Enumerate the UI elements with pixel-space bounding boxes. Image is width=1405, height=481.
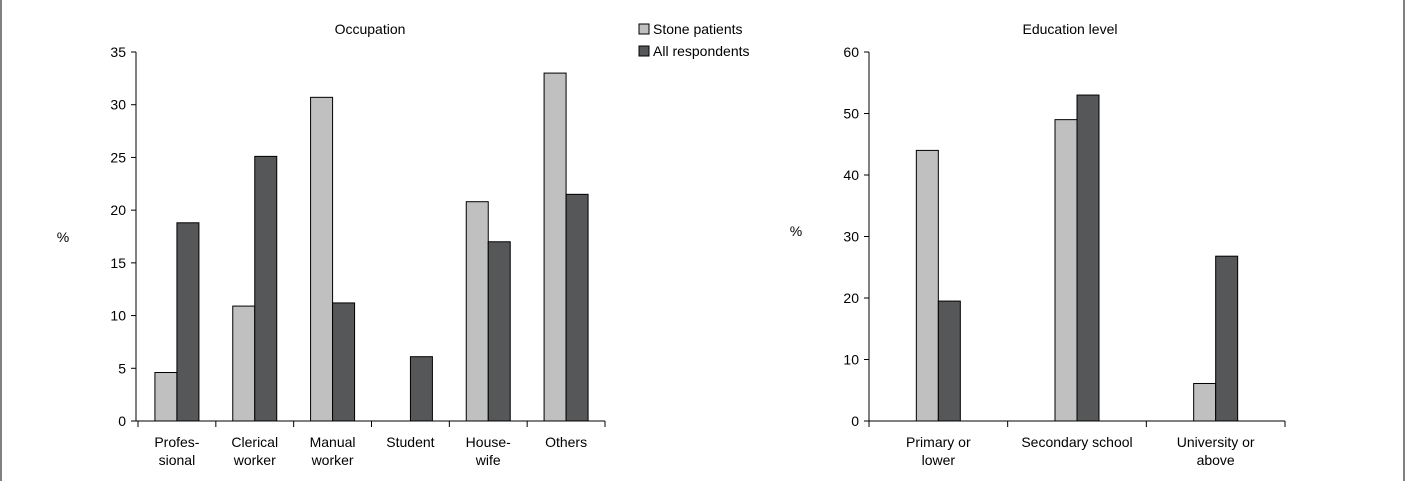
occupation-bar-all-respondents-manual-worker <box>332 302 356 422</box>
occupation-y-tick-label: 0 <box>118 413 126 429</box>
occupation-category-label-manual-worker-line-2: worker <box>311 452 354 468</box>
education-bar-stone-patients-secondary-school <box>1054 119 1078 422</box>
occupation-bar-all-respondents-student <box>409 356 433 422</box>
occupation-bar-stone-patients-clerical-worker <box>232 305 256 422</box>
education-category-label-primary-or-lower-line-2: lower <box>922 452 956 468</box>
education-y-tick-label: 0 <box>851 413 859 429</box>
occupation-bar-stone-patients-house-wife <box>465 201 489 422</box>
occupation-category-label-manual-worker-line-1: Manual <box>310 434 356 450</box>
education-bar-stone-patients-primary-or-lower <box>915 149 939 422</box>
occupation-chart: Occupation % 0 5 10 15 20 25 30 35 Profes-sional… <box>57 21 606 468</box>
occupation-bar-all-respondents-house-wife <box>487 241 511 422</box>
education-y-tick-label: 60 <box>843 44 859 60</box>
education-bar-stone-patients-university-or-above <box>1193 382 1217 422</box>
legend-label-stone-patients: Stone patients <box>653 21 743 37</box>
occupation-y-tick-label: 5 <box>118 360 126 376</box>
education-chart: Education level % 0 10 20 30 40 50 60 Primary o… <box>790 21 1286 468</box>
occupation-y-tick-label: 30 <box>110 97 126 113</box>
occupation-category-label-student: Student <box>386 434 434 450</box>
occupation-y-tick-label: 10 <box>110 308 126 324</box>
education-y-tick-label: 40 <box>843 167 859 183</box>
occupation-bar-stone-patients-manual-worker <box>310 96 334 422</box>
legend: Stone patients All respondents <box>638 21 750 59</box>
education-y-tick-label: 50 <box>843 106 859 122</box>
occupation-bar-stone-patients-others <box>543 72 567 422</box>
occupation-y-tick-label: 25 <box>110 149 126 165</box>
education-bar-all-respondents-primary-or-lower <box>937 300 961 422</box>
occupation-chart-title: Occupation <box>335 21 406 37</box>
occupation-y-tick-label: 35 <box>110 44 126 60</box>
occupation-category-label-others: Others <box>545 434 587 450</box>
occupation-category-label-profes-sional-line-2: sional <box>159 452 196 468</box>
education-category-label-university-or-above-line-1: University or <box>1177 434 1255 450</box>
education-y-tick-label: 30 <box>843 229 859 245</box>
education-chart-title: Education level <box>1023 21 1118 37</box>
education-y-tick-label: 20 <box>843 290 859 306</box>
occupation-y-tick-label: 20 <box>110 202 126 218</box>
legend-swatch-all-respondents <box>638 45 650 57</box>
education-category-label-university-or-above-line-2: above <box>1197 452 1235 468</box>
occupation-bar-stone-patients-profes-sional <box>154 372 178 422</box>
legend-swatch-stone-patients <box>638 23 650 35</box>
occupation-category-label-house-wife-line-2: wife <box>475 452 501 468</box>
education-y-tick-label: 10 <box>843 352 859 368</box>
occupation-bar-all-respondents-others <box>565 193 589 422</box>
occupation-category-label-house-wife-line-1: House- <box>466 434 511 450</box>
occupation-bar-all-respondents-clerical-worker <box>254 155 278 422</box>
education-bar-all-respondents-secondary-school <box>1076 94 1100 422</box>
occupation-y-tick-label: 15 <box>110 255 126 271</box>
occupation-category-label-clerical-worker-line-1: Clerical <box>231 434 278 450</box>
occupation-y-axis-label: % <box>57 229 69 245</box>
legend-label-all-respondents: All respondents <box>653 43 750 59</box>
occupation-bar-all-respondents-profes-sional <box>176 222 200 422</box>
occupation-category-label-profes-sional-line-1: Profes- <box>154 434 199 450</box>
education-y-axis-label: % <box>790 223 802 239</box>
occupation-category-label-clerical-worker-line-2: worker <box>233 452 276 468</box>
education-category-label-primary-or-lower-line-1: Primary or <box>906 434 971 450</box>
education-bar-all-respondents-university-or-above <box>1215 255 1239 422</box>
education-category-label-secondary-school: Secondary school <box>1021 434 1132 450</box>
